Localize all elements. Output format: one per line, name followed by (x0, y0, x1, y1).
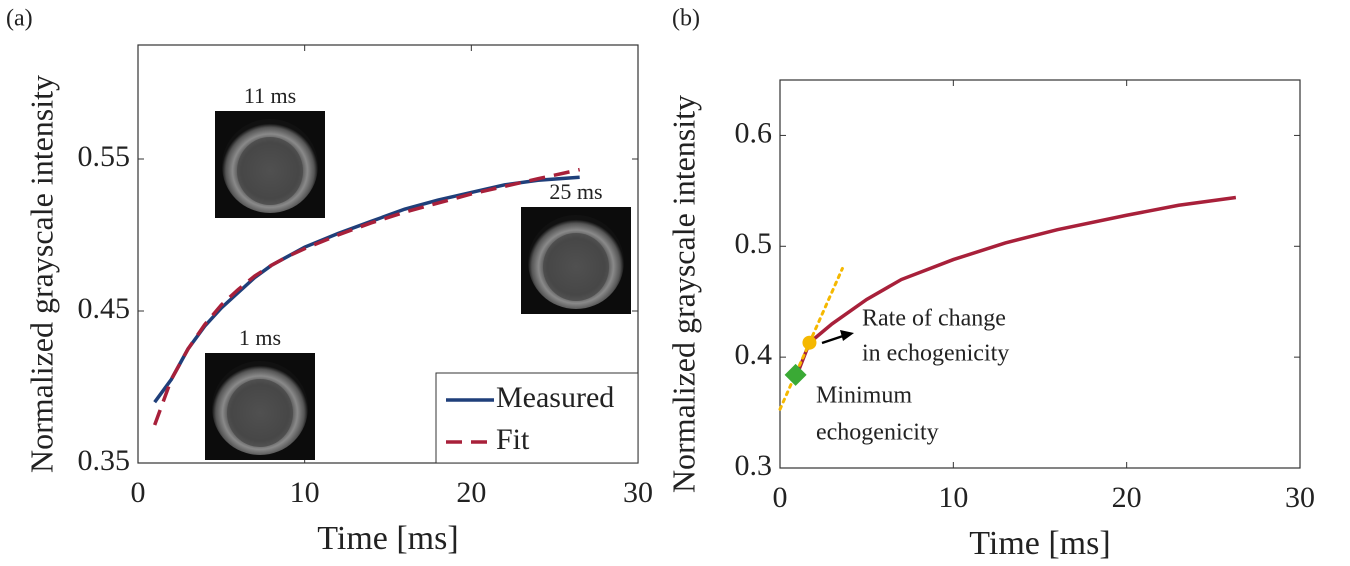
panel-label: (a) (6, 6, 33, 32)
x-tick-label: 30 (623, 476, 653, 509)
x-tick-label: 30 (1285, 481, 1315, 514)
x-tick-label: 20 (456, 476, 486, 509)
arrow-head (840, 330, 854, 341)
legend (435, 372, 639, 464)
y-tick-label: 0.35 (78, 444, 131, 477)
y-tick-label: 0.6 (735, 116, 773, 149)
inset-label: 1 ms (239, 325, 281, 350)
inset-label: 11 ms (244, 83, 296, 108)
inset-image (227, 379, 293, 447)
x-tick-label: 0 (131, 476, 146, 509)
inset-image (543, 233, 609, 301)
y-axis-label: Normalized grayscale intensity (665, 95, 701, 493)
annotation: echogenicity (816, 420, 939, 446)
inset-label: 25 ms (549, 179, 602, 204)
line-series (778, 266, 844, 411)
legend-label: Fit (496, 423, 530, 456)
inset-image (237, 137, 303, 205)
arrow (821, 334, 844, 345)
x-tick-label: 10 (290, 476, 320, 509)
annotation: Minimum (816, 383, 912, 409)
plot-frame (779, 79, 1301, 469)
y-tick-label: 0.3 (735, 449, 773, 482)
y-tick-label: 0.4 (735, 338, 773, 371)
x-tick-label: 0 (773, 481, 788, 514)
y-tick-label: 0.45 (78, 292, 131, 325)
plot-frame (137, 44, 639, 464)
line-series (153, 167, 581, 426)
x-axis-label: Time [ms] (969, 525, 1110, 562)
y-tick-label: 0.55 (78, 140, 131, 173)
x-axis-label: Time [ms] (317, 520, 458, 557)
x-tick-label: 10 (938, 481, 968, 514)
annotation: Rate of change (862, 306, 1006, 332)
line-series (795, 195, 1237, 375)
legend-label: Measured (496, 381, 614, 414)
y-tick-label: 0.5 (735, 227, 773, 260)
marker (784, 363, 807, 386)
marker (802, 335, 817, 350)
annotation: in echogenicity (862, 341, 1009, 367)
y-axis-label: Normalized grayscale intensity (23, 75, 59, 473)
x-tick-label: 20 (1112, 481, 1142, 514)
panel-label: (b) (672, 6, 700, 32)
